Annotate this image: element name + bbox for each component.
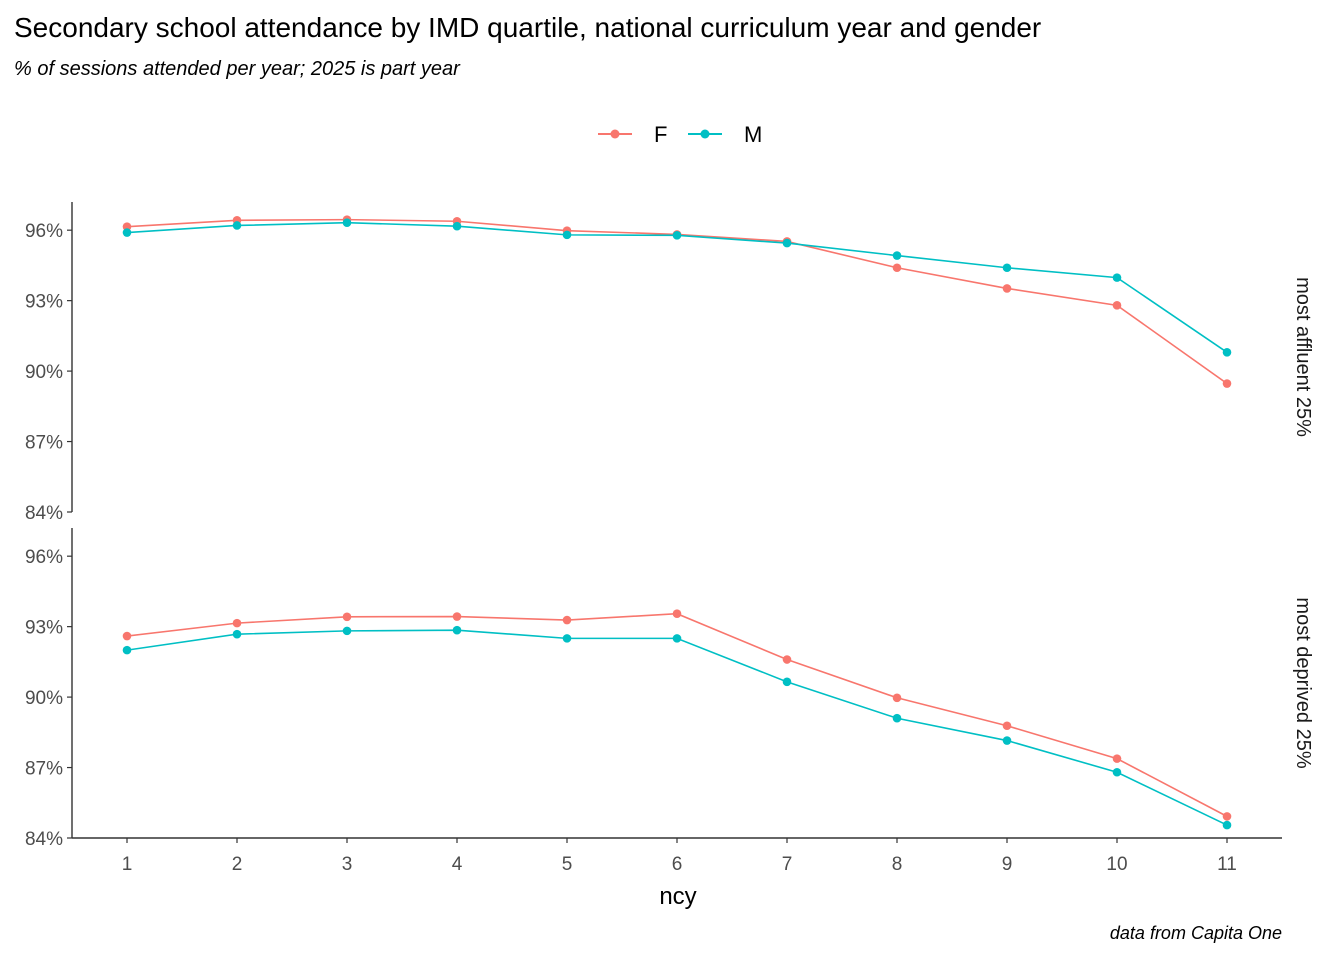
data-point-F: [782, 655, 792, 664]
x-tick-label: 9: [1002, 854, 1013, 875]
x-tick-label: 7: [782, 854, 793, 875]
data-point-M: [342, 218, 352, 227]
data-point-F: [1222, 812, 1232, 821]
y-tick-label: 90%: [25, 688, 63, 709]
data-point-M: [1002, 736, 1012, 745]
x-tick-label: 1: [122, 854, 133, 875]
data-point-F: [672, 609, 682, 619]
data-point-F: [1112, 301, 1122, 310]
x-tick-label: 8: [892, 854, 903, 875]
series-line-F: [126, 218, 1228, 385]
data-point-F: [1222, 379, 1232, 388]
data-point-F: [1112, 754, 1122, 763]
y-tick-label: 90%: [25, 362, 63, 383]
y-tick-label: 84%: [25, 829, 63, 850]
data-point-M: [1222, 820, 1232, 830]
data-point-F: [232, 618, 242, 628]
data-point-F: [562, 615, 572, 625]
data-point-M: [122, 645, 132, 655]
data-point-M: [452, 625, 462, 635]
data-point-F: [342, 612, 352, 622]
series-line-F: [126, 612, 1228, 818]
data-point-F: [892, 263, 902, 273]
data-point-M: [342, 626, 352, 636]
data-point-M: [1112, 767, 1122, 777]
panel-strip-label: most affluent 25%: [1292, 277, 1314, 437]
y-tick-label: 96%: [25, 547, 63, 568]
y-tick-label: 96%: [25, 221, 63, 242]
data-point-M: [232, 221, 242, 230]
data-point-M: [122, 228, 132, 237]
x-tick-label: 10: [1106, 854, 1127, 875]
x-tick-label: 6: [672, 854, 683, 875]
y-tick-label: 87%: [25, 759, 63, 780]
data-point-M: [562, 230, 572, 240]
data-point-F: [122, 631, 132, 641]
x-tick-label: 11: [1217, 854, 1237, 875]
panel: 84% 87% 90% 93% 96% most affluent 25%: [25, 202, 1314, 524]
panel-strip-label: most deprived 25%: [1292, 597, 1314, 768]
y-tick-label: 93%: [25, 292, 63, 313]
data-point-F: [892, 693, 902, 703]
x-axis: 1 2 3 4 5 6 7 8 9 10 11: [72, 837, 1282, 875]
y-tick-label: 84%: [25, 503, 63, 524]
data-point-M: [892, 251, 902, 260]
x-tick-label: 5: [562, 854, 573, 875]
legend-key-point: [610, 129, 620, 139]
data-point-F: [1002, 284, 1012, 293]
data-point-M: [1112, 273, 1122, 282]
panel: 84% 87% 90% 93% 96% most deprived 25%: [25, 528, 1314, 850]
legend-label: F: [654, 122, 667, 147]
data-point-M: [232, 629, 242, 639]
data-point-M: [782, 677, 792, 687]
chart-title: Secondary school attendance by IMD quart…: [14, 12, 1042, 43]
data-point-M: [782, 238, 792, 248]
chart-panels: 84% 87% 90% 93% 96% most affluent 25% 84% 87% 90…: [25, 202, 1314, 850]
x-tick-label: 3: [342, 854, 353, 875]
data-point-M: [672, 231, 682, 240]
data-point-M: [562, 634, 572, 643]
data-point-M: [452, 221, 462, 231]
data-point-M: [672, 634, 682, 643]
data-point-M: [1222, 348, 1232, 357]
x-axis-label: ncy: [659, 883, 696, 910]
data-point-M: [892, 713, 902, 723]
data-point-M: [1002, 263, 1012, 273]
x-tick-label: 2: [232, 854, 243, 875]
data-point-F: [452, 612, 462, 621]
data-point-F: [1002, 721, 1012, 731]
y-tick-label: 87%: [25, 433, 63, 454]
legend-label: M: [744, 122, 762, 147]
caption: data from Capita One: [1109, 923, 1282, 943]
series-line-M: [126, 221, 1228, 353]
chart-subtitle: % of sessions attended per year; 2025 is…: [14, 58, 460, 80]
series-line-M: [126, 629, 1228, 826]
legend-key-point: [700, 129, 710, 139]
x-tick-label: 4: [452, 854, 463, 875]
y-tick-label: 93%: [25, 618, 63, 639]
